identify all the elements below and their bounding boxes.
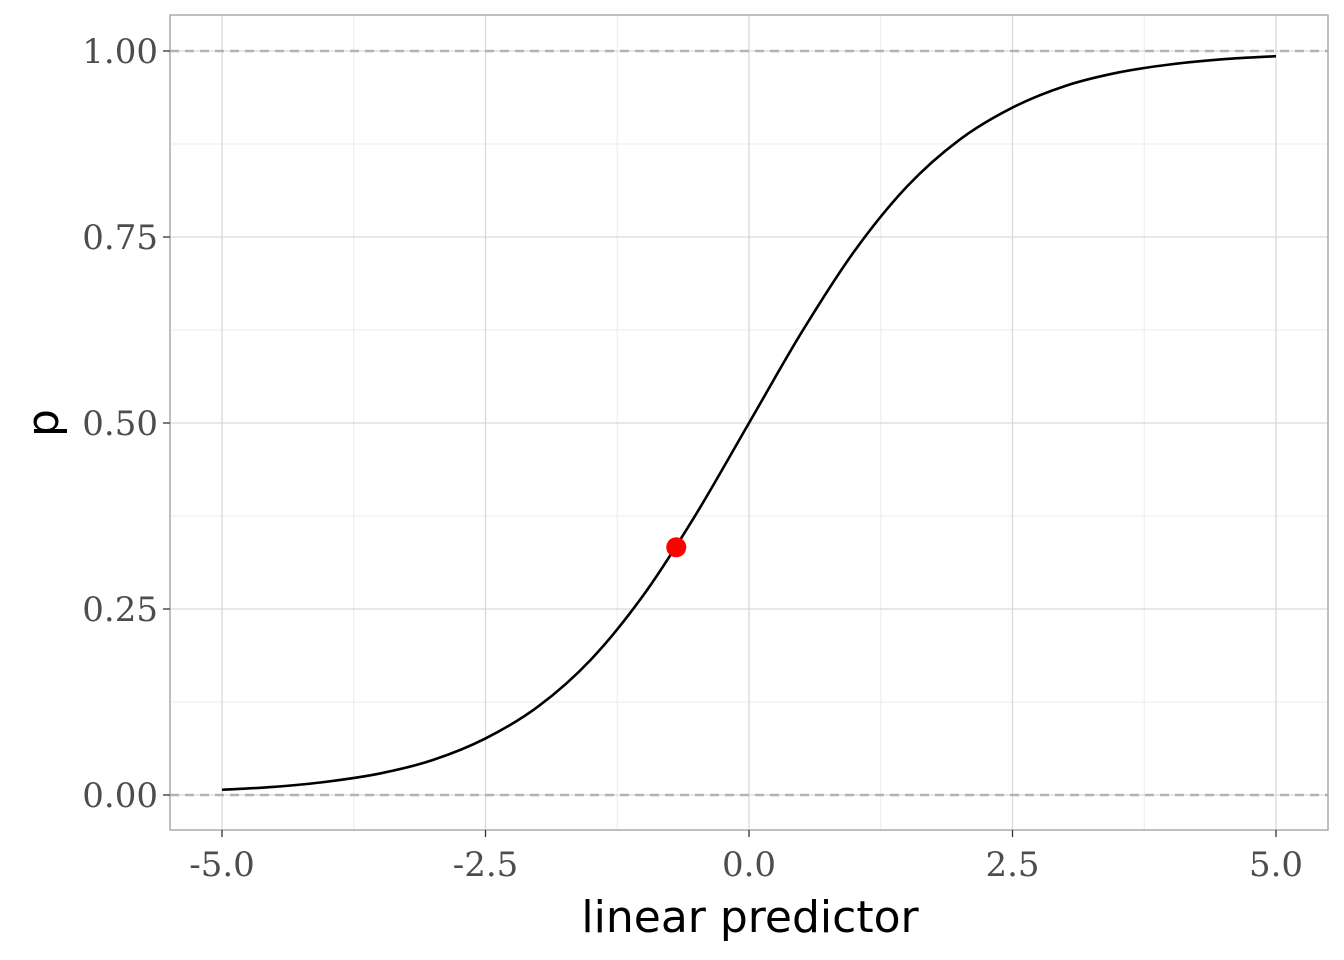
y-tick-label: 0.25 <box>82 590 158 630</box>
y-axis-ticks: 0.00 0.25 0.50 0.75 1.00 <box>82 32 170 816</box>
y-tick-label: 0.00 <box>82 776 158 816</box>
x-axis-ticks: -5.0 -2.5 0.0 2.5 5.0 <box>189 830 1303 885</box>
reference-lines <box>170 49 1328 797</box>
x-tick-label: 2.5 <box>985 845 1039 885</box>
y-axis-title: p <box>18 409 69 437</box>
y-tick-label: 0.50 <box>82 404 158 444</box>
x-tick-label: 0.0 <box>722 845 776 885</box>
logistic-curve <box>221 54 1277 792</box>
points-layer <box>666 537 687 558</box>
x-tick-label: 5.0 <box>1249 845 1303 885</box>
highlight-point <box>666 537 687 558</box>
y-tick-label: 1.00 <box>82 32 158 72</box>
y-tick-label: 0.75 <box>82 218 158 258</box>
x-tick-label: -5.0 <box>189 845 255 885</box>
x-tick-label: -2.5 <box>453 845 519 885</box>
x-axis-title: linear predictor <box>581 892 919 943</box>
